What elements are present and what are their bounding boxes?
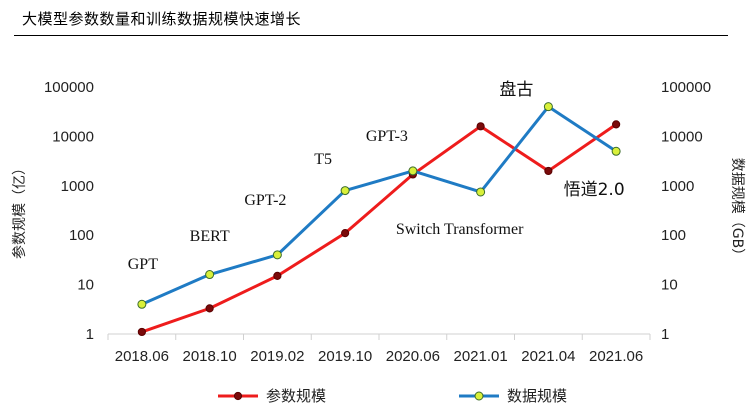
annotation-label: 悟道2.0: [564, 180, 625, 200]
annotation-label: 盘古: [499, 80, 533, 100]
data-point: [543, 102, 553, 112]
params-point: [273, 271, 282, 281]
annotation-label: T5: [314, 151, 332, 168]
legend: 参数规模 数据规模: [218, 387, 567, 405]
data-point: [272, 250, 282, 260]
annotation-label: GPT: [128, 256, 158, 273]
left-tick-label: 100: [69, 227, 94, 244]
right-tick-label: 10000: [661, 128, 703, 145]
x-tick-label: 2018.06: [115, 348, 169, 365]
x-axis-labels: 2018.06 2018.10 2019.02 2019.10 2020.06 2021.…: [107, 334, 651, 365]
data-point: [205, 270, 215, 280]
annotation-label: Switch Transformer: [396, 221, 524, 238]
left-tick-label: 10: [77, 277, 94, 294]
params-point: [341, 229, 350, 238]
x-tick-label: 2018.10: [183, 348, 237, 365]
right-axis-title: 数据规模（GB）: [729, 158, 745, 262]
right-tick-label: 100: [661, 227, 686, 244]
data-point: [340, 186, 350, 196]
left-tick-label: 1: [86, 326, 94, 343]
legend-swatch-marker: [233, 391, 243, 401]
right-axis-ticks: 1 10 100 1000 10000 100000: [661, 79, 711, 343]
left-tick-label: 1000: [61, 178, 94, 195]
right-tick-label: 100000: [661, 79, 711, 96]
x-tick-label: 2019.10: [318, 348, 372, 365]
data-point: [137, 299, 147, 309]
x-tick-label: 2021.01: [454, 348, 508, 365]
data-point: [476, 187, 486, 197]
annotation-label: BERT: [190, 228, 230, 245]
x-tick-label: 2019.02: [250, 348, 304, 365]
right-tick-label: 1000: [661, 178, 694, 195]
left-axis-title: 参数规模（亿）: [11, 161, 28, 259]
right-tick-label: 1: [661, 326, 669, 343]
left-axis-ticks: 1 10 100 1000 10000 100000: [44, 79, 94, 343]
params-point: [544, 166, 553, 176]
page-title: 大模型参数数量和训练数据规模快速增长: [22, 10, 302, 28]
annotation-label: GPT-3: [366, 128, 408, 145]
x-tick-label: 2020.06: [386, 348, 440, 365]
legend-swatch-marker: [474, 391, 484, 401]
x-tick-label: 2021.04: [521, 348, 575, 365]
data-point: [408, 166, 418, 176]
right-tick-label: 10: [661, 277, 678, 294]
title-divider: [14, 35, 728, 36]
params-point: [476, 122, 485, 131]
annotation-label: GPT-2: [244, 192, 286, 209]
data-series-line: [141, 105, 617, 306]
model-annotations: GPT BERT GPT-2 T5 GPT-3 Switch Transformer 盘古悟…: [128, 80, 625, 273]
params-point: [137, 327, 146, 337]
params-series-line: [141, 123, 617, 334]
left-tick-label: 10000: [52, 128, 94, 145]
params-point: [612, 120, 621, 129]
data-point: [611, 146, 621, 156]
left-tick-label: 100000: [44, 79, 94, 96]
legend-label: 参数规模: [266, 387, 326, 405]
series-layer: [137, 102, 621, 337]
params-point: [205, 304, 214, 313]
x-tick-label: 2021.06: [589, 348, 643, 365]
legend-label: 数据规模: [507, 387, 567, 405]
